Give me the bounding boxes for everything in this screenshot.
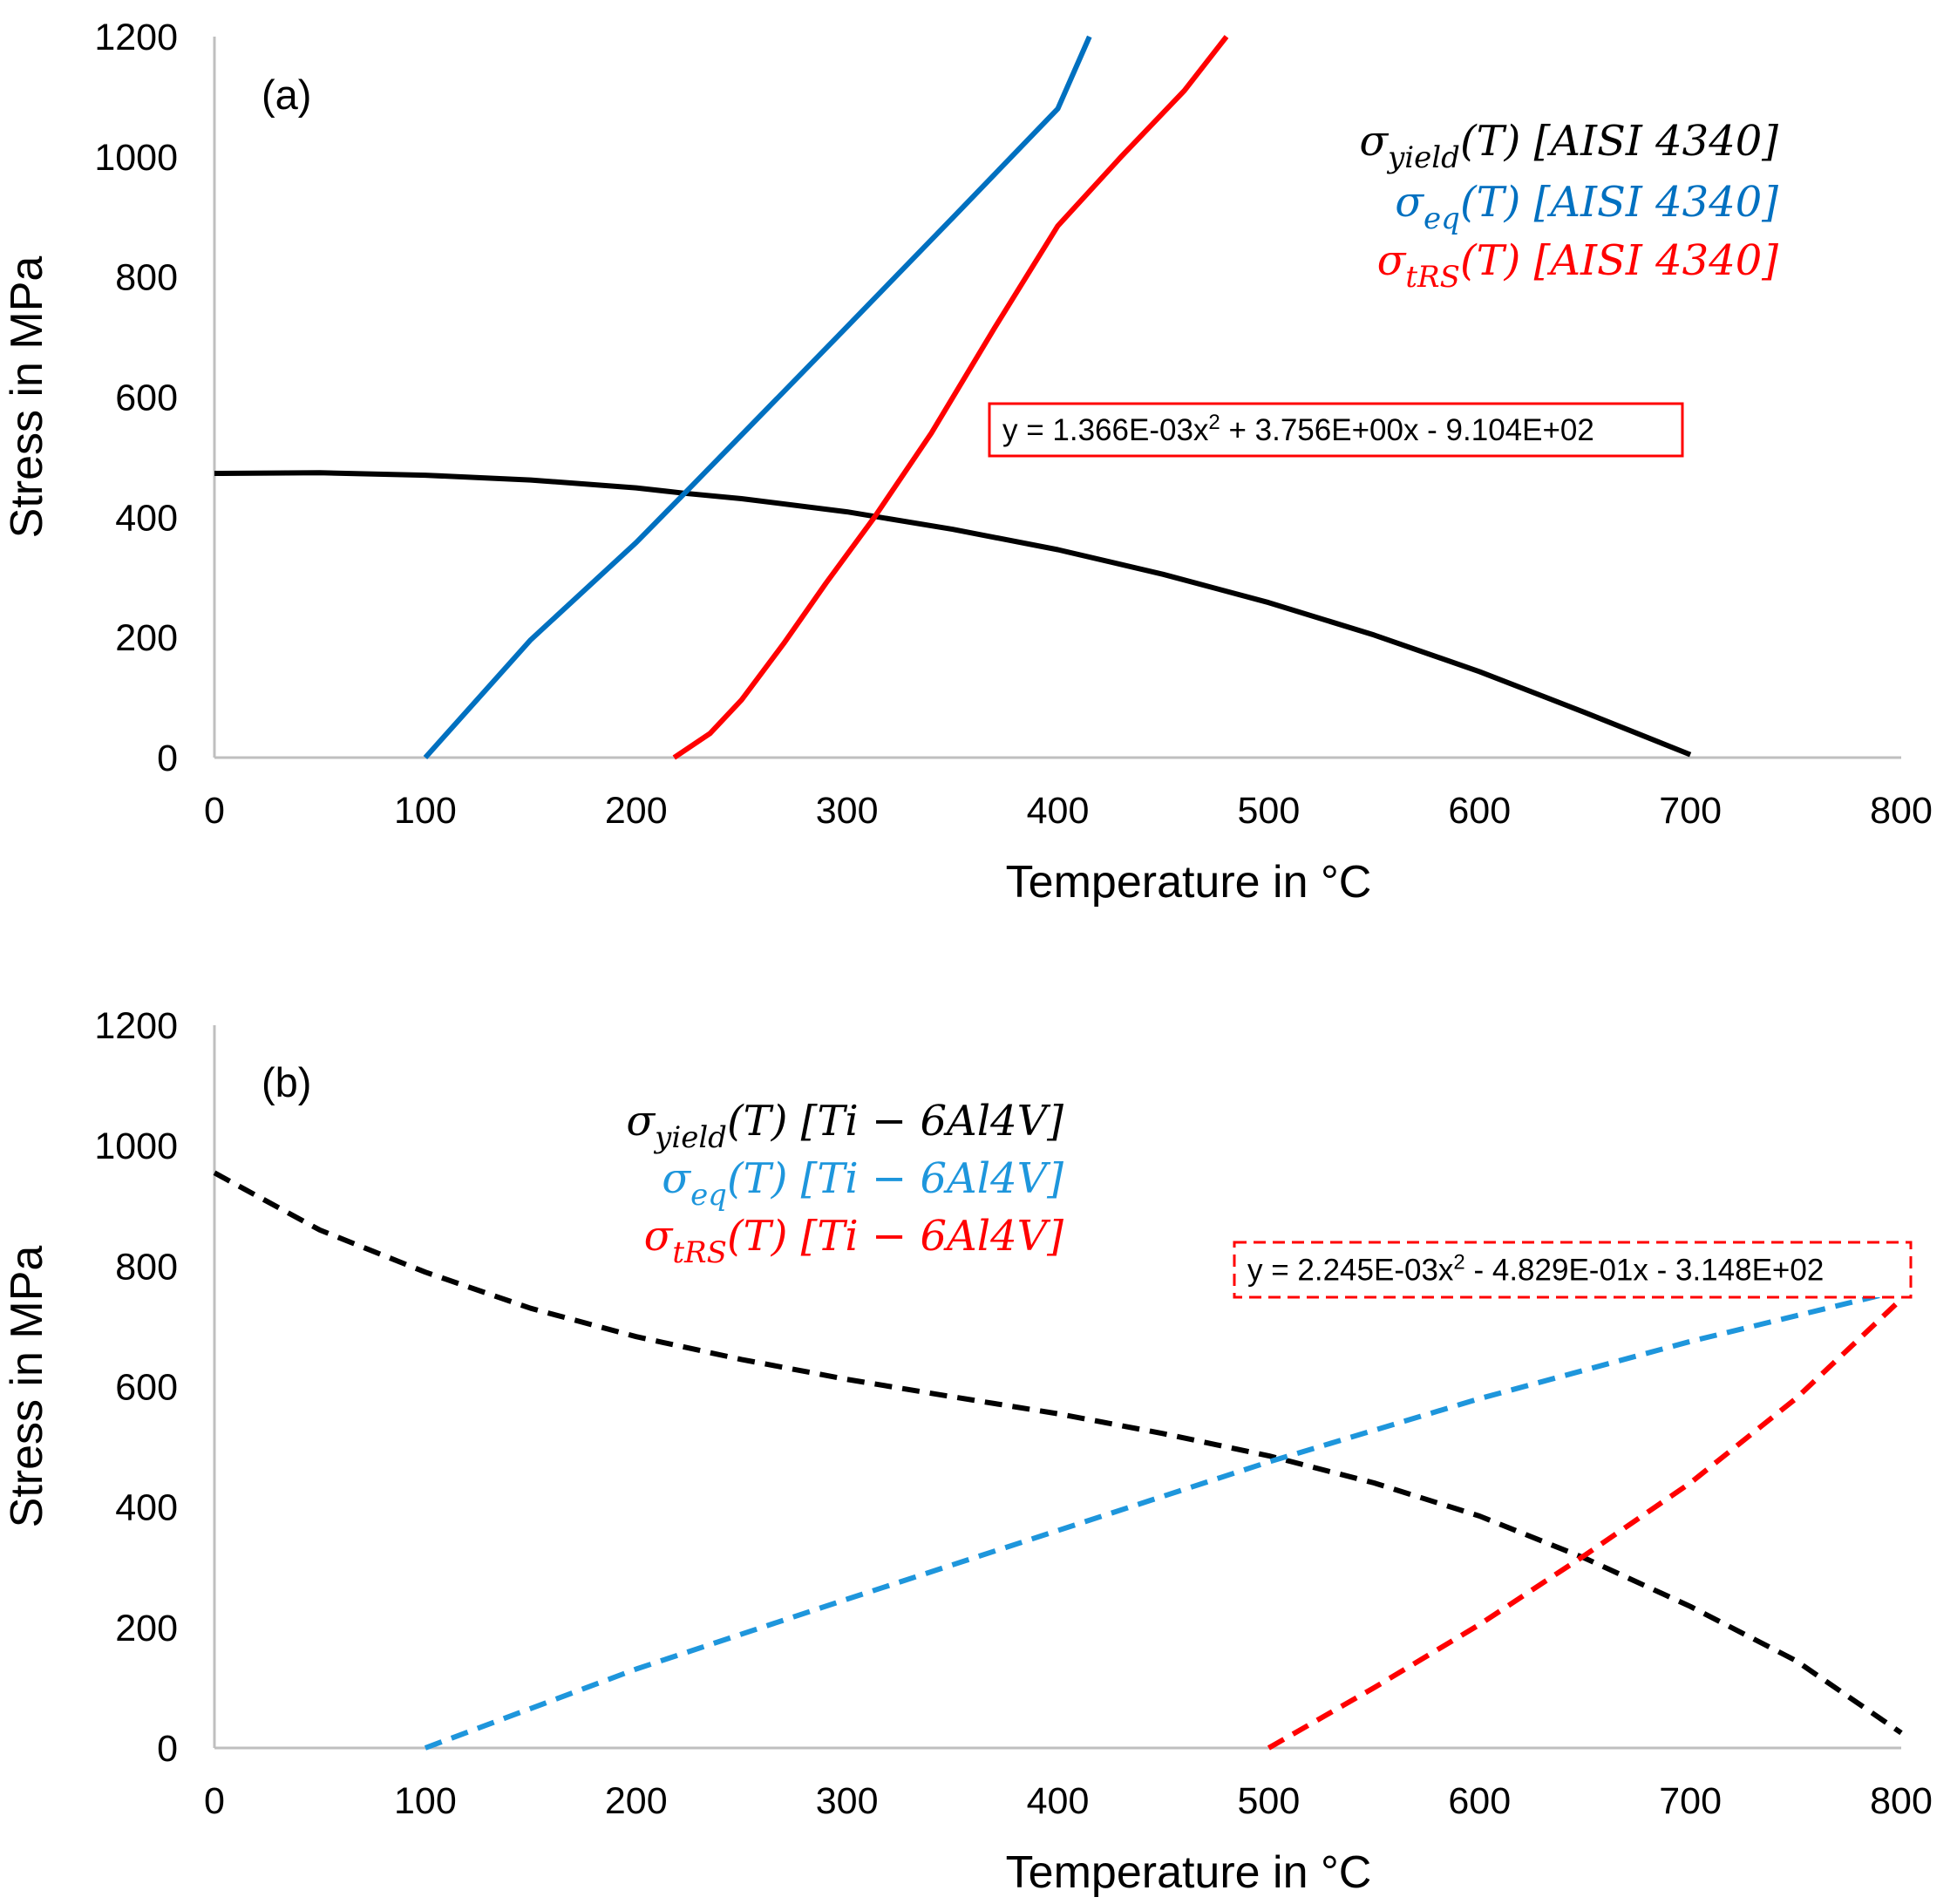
legend-rest: (T) [Ti − 6Al4V] <box>727 1097 1063 1146</box>
legend-sigma: σ <box>644 1212 674 1261</box>
x-tick-label: 200 <box>605 790 668 832</box>
series-line-equivalent_b <box>424 1288 1902 1751</box>
x-tick-label: 0 <box>204 1780 225 1822</box>
equation-suffix: + 3.756E+00x - 9.104E+02 <box>1220 413 1594 447</box>
x-tick-label: 100 <box>394 1780 457 1822</box>
y-tick-label: 600 <box>115 377 178 419</box>
legend-subscript: tRS <box>1405 260 1460 295</box>
legend-subscript: eq <box>1424 201 1460 236</box>
series-line-yield <box>214 470 1692 758</box>
y-tick-label: 1000 <box>94 137 178 179</box>
trendline-equation-box <box>1233 1241 1913 1299</box>
y-tick-label: 0 <box>157 1728 178 1770</box>
x-tick-label: 300 <box>816 790 879 832</box>
y-axis-title: Stress in MPa <box>2 256 52 539</box>
trendline-equation: y = 2.245E-03x2 - 4.829E-01x - 3.148E+02 <box>1247 1251 1824 1288</box>
equation-suffix: - 4.829E-01x - 3.148E+02 <box>1465 1254 1824 1288</box>
y-tick-label: 800 <box>115 257 178 299</box>
x-tick-label: 500 <box>1238 790 1301 832</box>
y-tick-label: 0 <box>157 738 178 779</box>
y-tick-label: 400 <box>115 1487 178 1529</box>
chart-panel-b: 0 100 200 300 400 500 600 700 800 0 200 400 600 800 10… <box>2 1005 1933 1898</box>
legend-entry: σtRS(T) [AISI 4340] <box>1377 236 1779 295</box>
legend-rest: (T) [AISI 4340] <box>1460 117 1778 166</box>
x-tick-label: 500 <box>1238 1780 1301 1822</box>
trendline-equation: y = 1.366E-03x2 + 3.756E+00x - 9.104E+02 <box>1002 411 1594 447</box>
legend-sigma: σ <box>1395 178 1424 227</box>
legend-subscript: tRS <box>672 1235 727 1270</box>
equation-prefix: y = 1.366E-03x <box>1002 413 1209 447</box>
legend-sigma: σ <box>626 1097 656 1146</box>
legend-rest: (T) [Ti − 6Al4V] <box>727 1212 1063 1261</box>
x-tick-label: 800 <box>1870 1780 1933 1822</box>
series-line-equivalent <box>423 35 1092 760</box>
x-axis-title: Temperature in °C <box>1006 857 1372 908</box>
panel-label: (b) <box>262 1059 311 1105</box>
x-tick-label: 600 <box>1448 790 1511 832</box>
legend-subscript: eq <box>690 1178 727 1213</box>
legend-entry: σyield(T) [AISI 4340] <box>1359 117 1778 175</box>
series-line-threshold <box>1267 1297 1904 1751</box>
x-tick-label: 0 <box>204 790 225 832</box>
legend-rest: (T) [Ti − 6Al4V] <box>727 1154 1063 1203</box>
equation-exponent: 2 <box>1453 1251 1464 1275</box>
y-tick-label: 400 <box>115 497 178 539</box>
x-tick-label: 300 <box>816 1780 879 1822</box>
legend-subscript: yield <box>1386 140 1460 175</box>
chart-panel-a: 0 100 200 300 400 500 600 700 800 0 200 400 600 800 10… <box>2 17 1933 908</box>
legend-entry: σtRS(T) [Ti − 6Al4V] <box>644 1212 1064 1270</box>
x-tick-label: 400 <box>1027 1780 1090 1822</box>
legend-entry: σeq(T) [AISI 4340] <box>1395 178 1778 236</box>
x-tick-label: 700 <box>1659 1780 1722 1822</box>
y-tick-label: 200 <box>115 617 178 659</box>
y-axis-title: Stress in MPa <box>2 1246 52 1528</box>
series-line-threshold <box>672 35 1229 760</box>
y-tick-label: 600 <box>115 1367 178 1409</box>
x-axis-title: Temperature in °C <box>1006 1847 1372 1898</box>
legend-rest: (T) [AISI 4340] <box>1460 178 1778 227</box>
legend-sigma: σ <box>662 1154 691 1203</box>
legend-entry: σeq(T) [Ti − 6Al4V] <box>662 1154 1063 1213</box>
series-line-yield <box>213 1170 1903 1736</box>
y-tick-label: 1200 <box>94 17 178 58</box>
y-tick-label: 200 <box>115 1608 178 1649</box>
panel-label: (a) <box>262 71 311 118</box>
legend-subscript: yield <box>653 1120 727 1155</box>
x-tick-label: 200 <box>605 1780 668 1822</box>
x-tick-label: 800 <box>1870 790 1933 832</box>
equation-exponent: 2 <box>1208 411 1220 434</box>
legend-rest: (T) [AISI 4340] <box>1460 236 1778 285</box>
y-tick-label: 1000 <box>94 1125 178 1167</box>
legend-sigma: σ <box>1377 236 1407 285</box>
x-tick-label: 600 <box>1448 1780 1511 1822</box>
y-tick-label: 1200 <box>94 1005 178 1047</box>
x-tick-label: 700 <box>1659 790 1722 832</box>
legend-entry: σyield(T) [Ti − 6Al4V] <box>626 1097 1063 1155</box>
x-tick-label: 100 <box>394 790 457 832</box>
y-tick-label: 800 <box>115 1246 178 1288</box>
trendline-equation-box <box>988 402 1684 458</box>
legend-sigma: σ <box>1359 117 1389 166</box>
equation-prefix: y = 2.245E-03x <box>1247 1254 1454 1288</box>
x-tick-label: 400 <box>1027 790 1090 832</box>
